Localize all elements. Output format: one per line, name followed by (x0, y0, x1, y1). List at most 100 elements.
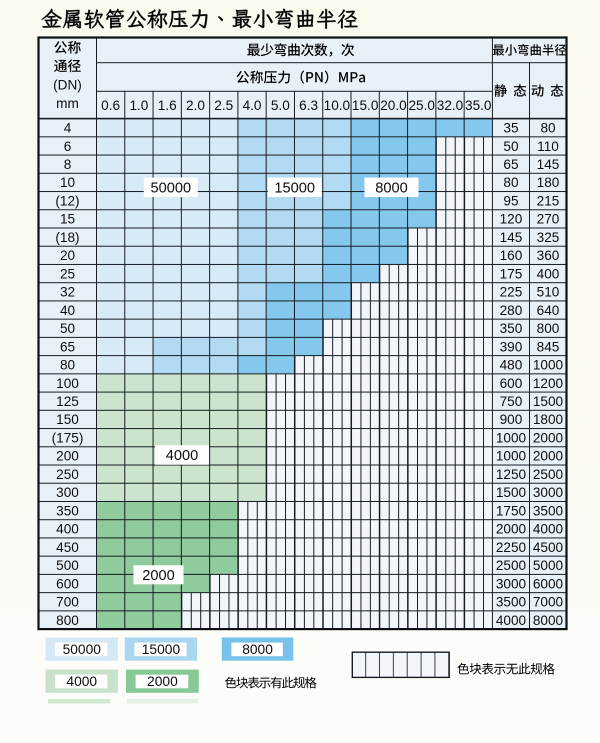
svg-text:1200: 1200 (533, 376, 564, 391)
svg-text:600: 600 (56, 576, 79, 591)
svg-text:215: 215 (537, 193, 560, 208)
svg-text:800: 800 (56, 613, 79, 628)
svg-text:110: 110 (537, 139, 559, 154)
svg-text:4500: 4500 (533, 540, 564, 555)
svg-text:20: 20 (60, 248, 76, 263)
svg-text:4000: 4000 (166, 448, 198, 464)
svg-text:5000: 5000 (533, 558, 564, 573)
svg-text:6: 6 (64, 139, 72, 154)
svg-text:1500: 1500 (496, 485, 527, 500)
svg-text:80: 80 (540, 121, 556, 136)
svg-text:4000: 4000 (496, 613, 527, 628)
svg-text:3500: 3500 (533, 503, 564, 518)
svg-text:510: 510 (537, 285, 560, 300)
svg-text:1750: 1750 (496, 503, 527, 518)
svg-text:15000: 15000 (142, 642, 181, 657)
svg-text:1500: 1500 (533, 394, 564, 409)
svg-text:145: 145 (537, 157, 560, 172)
svg-text:3000: 3000 (496, 576, 527, 591)
svg-text:2500: 2500 (533, 467, 564, 482)
svg-text:1.0: 1.0 (129, 98, 148, 113)
svg-text:(DN): (DN) (53, 78, 82, 93)
svg-text:700: 700 (56, 595, 79, 610)
svg-text:10.0: 10.0 (324, 98, 351, 113)
svg-text:(12): (12) (55, 193, 79, 208)
svg-text:200: 200 (56, 449, 79, 464)
svg-text:4000: 4000 (533, 522, 564, 537)
svg-text:900: 900 (500, 412, 523, 427)
svg-text:450: 450 (56, 540, 79, 555)
svg-text:400: 400 (56, 522, 79, 537)
svg-text:1800: 1800 (533, 412, 564, 427)
svg-text:360: 360 (537, 248, 560, 263)
svg-text:4: 4 (64, 121, 72, 136)
svg-text:2.0: 2.0 (186, 98, 205, 113)
svg-text:1250: 1250 (496, 467, 527, 482)
svg-text:225: 225 (500, 285, 523, 300)
svg-text:35: 35 (503, 121, 518, 136)
svg-text:6000: 6000 (533, 576, 564, 591)
svg-text:15: 15 (60, 212, 75, 227)
svg-text:2.5: 2.5 (214, 98, 233, 113)
svg-text:(175): (175) (52, 430, 84, 445)
svg-text:3000: 3000 (533, 485, 564, 500)
svg-text:5.0: 5.0 (271, 98, 290, 113)
svg-text:175: 175 (500, 266, 523, 281)
svg-text:480: 480 (500, 358, 523, 373)
svg-text:2500: 2500 (496, 558, 527, 573)
svg-text:80: 80 (60, 358, 76, 373)
svg-text:95: 95 (503, 193, 518, 208)
svg-text:2000: 2000 (533, 430, 564, 445)
svg-text:300: 300 (56, 485, 79, 500)
svg-text:35.0: 35.0 (465, 98, 492, 113)
svg-text:400: 400 (537, 266, 560, 281)
svg-text:600: 600 (500, 376, 523, 391)
svg-text:32: 32 (60, 285, 75, 300)
svg-text:mm: mm (56, 96, 79, 111)
svg-text:(18): (18) (55, 230, 79, 245)
svg-text:2250: 2250 (496, 540, 527, 555)
svg-text:0.6: 0.6 (101, 98, 120, 113)
svg-text:120: 120 (500, 212, 523, 227)
svg-text:8000: 8000 (533, 613, 564, 628)
svg-text:1000: 1000 (496, 449, 527, 464)
svg-text:2000: 2000 (142, 568, 174, 584)
svg-text:32.0: 32.0 (437, 98, 464, 113)
svg-text:325: 325 (537, 230, 560, 245)
svg-text:10: 10 (60, 175, 76, 190)
svg-text:250: 250 (56, 467, 79, 482)
svg-text:25: 25 (60, 266, 75, 281)
svg-text:1000: 1000 (496, 430, 527, 445)
svg-text:2000: 2000 (147, 674, 178, 689)
svg-text:160: 160 (500, 248, 523, 263)
svg-text:125: 125 (56, 394, 79, 409)
svg-text:100: 100 (56, 376, 79, 391)
svg-text:640: 640 (537, 303, 560, 318)
svg-text:800: 800 (537, 321, 560, 336)
svg-text:180: 180 (537, 175, 560, 190)
svg-text:2000: 2000 (496, 522, 527, 537)
svg-text:150: 150 (56, 412, 79, 427)
svg-text:845: 845 (537, 339, 560, 354)
svg-text:750: 750 (500, 394, 523, 409)
svg-text:270: 270 (537, 212, 560, 227)
svg-text:280: 280 (500, 303, 523, 318)
svg-text:4000: 4000 (66, 674, 97, 689)
svg-text:50: 50 (503, 139, 519, 154)
svg-text:8: 8 (64, 157, 72, 172)
svg-text:3500: 3500 (496, 595, 527, 610)
svg-text:25.0: 25.0 (408, 98, 435, 113)
svg-text:2000: 2000 (533, 449, 564, 464)
svg-text:390: 390 (500, 339, 523, 354)
svg-text:50: 50 (60, 321, 76, 336)
svg-text:50000: 50000 (151, 180, 192, 196)
svg-text:350: 350 (500, 321, 523, 336)
svg-text:4.0: 4.0 (243, 98, 262, 113)
svg-text:8000: 8000 (242, 642, 273, 657)
svg-text:350: 350 (56, 503, 79, 518)
svg-text:500: 500 (56, 558, 79, 573)
svg-text:20.0: 20.0 (380, 98, 407, 113)
svg-text:1000: 1000 (533, 358, 564, 373)
svg-text:65: 65 (60, 339, 75, 354)
svg-text:80: 80 (503, 175, 519, 190)
